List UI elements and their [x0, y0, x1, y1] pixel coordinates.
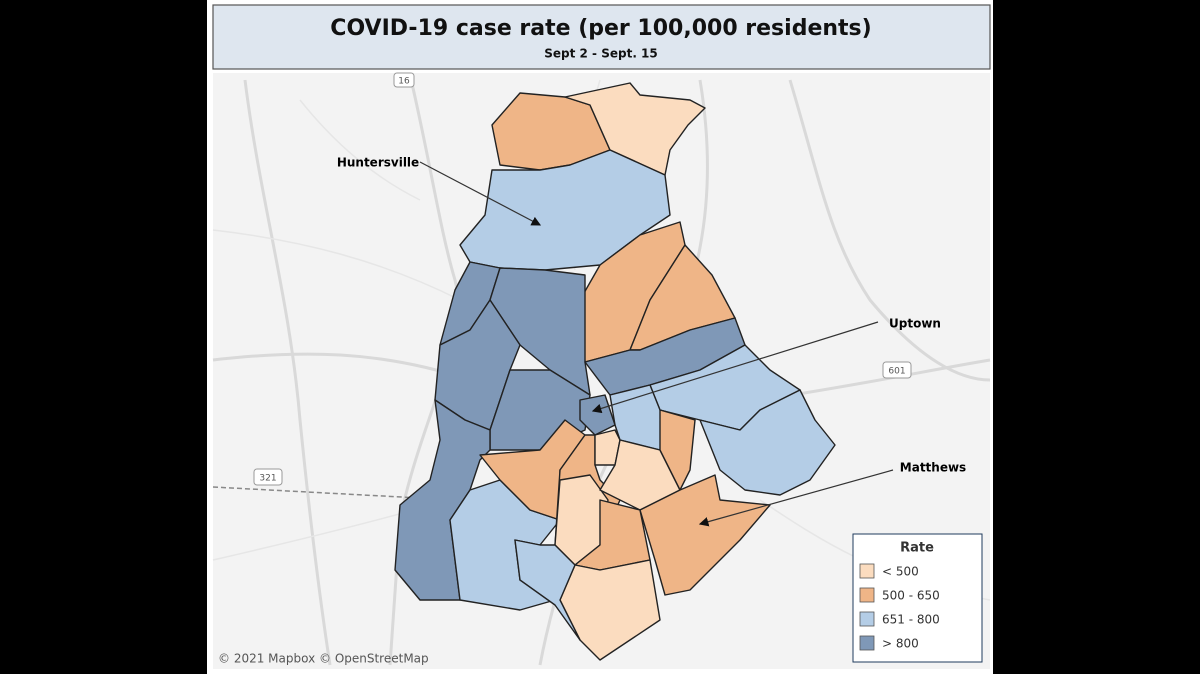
legend-label: < 500 [882, 565, 919, 579]
legend-swatch [859, 611, 875, 627]
zip-area [579, 394, 616, 436]
legend-swatch [859, 563, 875, 579]
zip-area [564, 82, 706, 176]
road-shield: 321 [259, 474, 276, 484]
attribution: © 2021 Mapbox © OpenStreetMap [218, 652, 429, 666]
road-shields: 16 601 321 [253, 72, 912, 486]
zip-area [659, 409, 696, 491]
road-shield: 16 [398, 77, 410, 87]
subtitle: Sept 2 - Sept. 15 [544, 47, 658, 61]
annotation: Uptown [889, 317, 941, 331]
zip-area [514, 539, 581, 641]
zip-area [699, 389, 836, 496]
annotation: Huntersville [337, 156, 419, 170]
legend-swatch [859, 635, 875, 651]
legend: Rate < 500 500 - 650 651 - 800 > 800 [852, 533, 983, 663]
annotation-arrow [419, 161, 542, 226]
header-box [212, 4, 991, 70]
legend-label: 500 - 650 [882, 589, 940, 603]
legend-swatch [859, 587, 875, 603]
legend-label: 651 - 800 [882, 613, 940, 627]
title: COVID-19 case rate (per 100,000 resident… [330, 16, 871, 41]
legend-title: Rate [900, 541, 934, 556]
annotation-arrow [591, 321, 879, 414]
annotation: Matthews [900, 461, 966, 475]
annotations: Huntersville Uptown Matthews [337, 156, 966, 527]
annotation-arrow [698, 469, 894, 527]
road-shield: 601 [888, 367, 905, 377]
zip-areas [394, 82, 836, 661]
zip-area [639, 474, 771, 596]
legend-label: > 800 [882, 637, 919, 651]
